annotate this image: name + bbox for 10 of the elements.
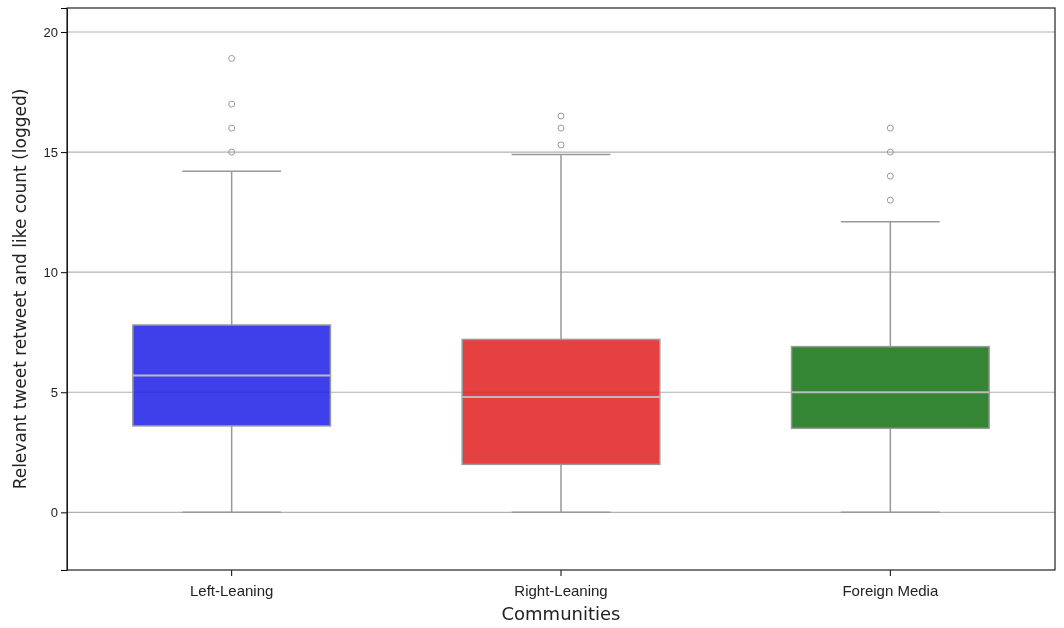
y-tick-label: 15 [43, 144, 58, 160]
x-tick-label: Right-Leaning [514, 581, 608, 599]
y-axis-title: Relevant tweet retweet and like count (logged) [10, 88, 30, 490]
x-axis-title: Communities [501, 603, 621, 624]
x-tick-label: Left-Leaning [189, 581, 274, 599]
y-tick-label: 20 [43, 24, 58, 40]
y-tick-label: 10 [43, 264, 58, 280]
y-tick-label: 0 [50, 505, 58, 521]
y-tick-label: 5 [50, 384, 58, 400]
x-tick-label: Foreign Media [842, 581, 939, 599]
